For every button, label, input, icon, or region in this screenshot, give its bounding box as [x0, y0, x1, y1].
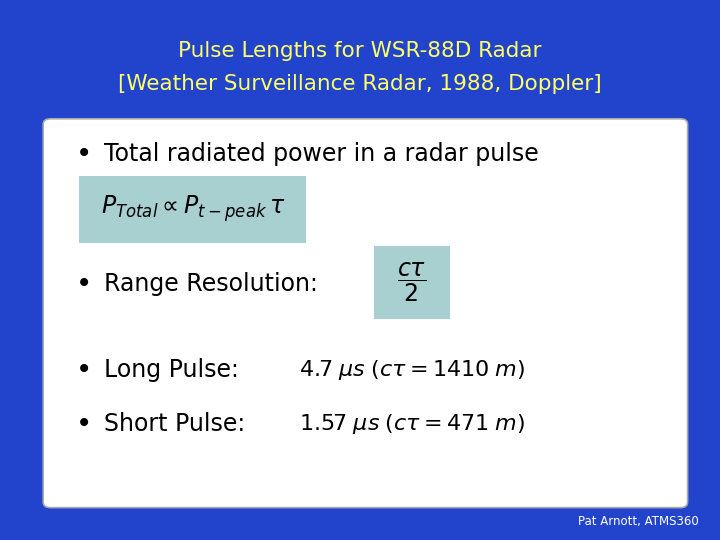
Text: $\dfrac{c\tau}{2}$: $\dfrac{c\tau}{2}$	[397, 260, 426, 303]
Text: [Weather Surveillance Radar, 1988, Doppler]: [Weather Surveillance Radar, 1988, Doppl…	[118, 73, 602, 94]
Text: $4.7\;\mu s\;(c\tau = 1410\;m)$: $4.7\;\mu s\;(c\tau = 1410\;m)$	[299, 358, 525, 382]
Text: •: •	[76, 140, 92, 168]
Text: •: •	[76, 356, 92, 384]
Text: Pat Arnott, ATMS360: Pat Arnott, ATMS360	[577, 515, 698, 528]
FancyBboxPatch shape	[79, 176, 306, 243]
FancyBboxPatch shape	[374, 246, 450, 319]
Text: $1.57\;\mu s\;(c\tau = 471\;m)$: $1.57\;\mu s\;(c\tau = 471\;m)$	[299, 412, 525, 436]
Text: Short Pulse:: Short Pulse:	[104, 412, 246, 436]
Text: Range Resolution:: Range Resolution:	[104, 272, 318, 295]
FancyBboxPatch shape	[43, 119, 688, 508]
Text: Pulse Lengths for WSR-88D Radar: Pulse Lengths for WSR-88D Radar	[179, 41, 541, 62]
Text: •: •	[76, 410, 92, 438]
Text: Long Pulse:: Long Pulse:	[104, 358, 239, 382]
Text: $P_{Total} \propto P_{t-peak}\, \tau$: $P_{Total} \propto P_{t-peak}\, \tau$	[101, 194, 285, 224]
Text: Total radiated power in a radar pulse: Total radiated power in a radar pulse	[104, 142, 539, 166]
Text: •: •	[76, 269, 92, 298]
